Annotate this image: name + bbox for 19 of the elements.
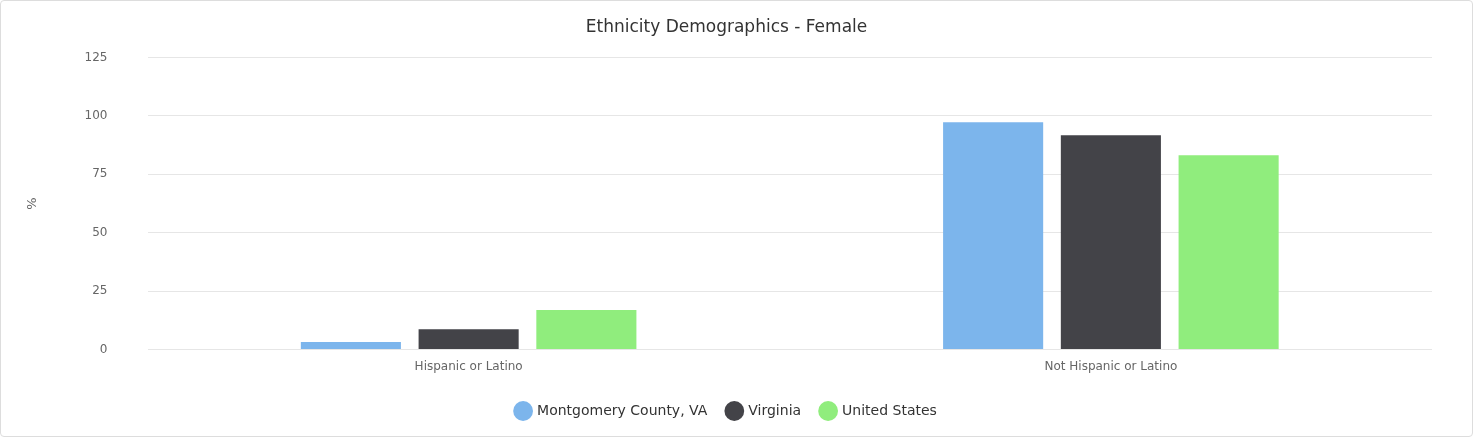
- bar: [1060, 135, 1161, 350]
- legend-label: Virginia: [748, 401, 802, 418]
- y-tick-label: 0: [99, 341, 108, 356]
- bar: [300, 342, 401, 350]
- bar: [536, 310, 637, 350]
- bar: [418, 329, 519, 350]
- x-tick-label: Not Hispanic or Latino: [1044, 358, 1178, 373]
- y-tick-label: 100: [84, 107, 108, 122]
- bar: [943, 122, 1044, 350]
- x-tick-label: Hispanic or Latino: [414, 358, 523, 373]
- y-tick-label: 25: [92, 283, 108, 298]
- y-axis-title: %: [24, 197, 40, 210]
- legend-label: United States: [842, 401, 937, 418]
- y-tick-label: 125: [84, 49, 108, 64]
- y-tick-label: 50: [92, 224, 108, 239]
- legend-label: Montgomery County, VA: [537, 401, 708, 418]
- chart-title: Ethnicity Demographics - Female: [585, 15, 868, 36]
- bar: [1178, 155, 1279, 350]
- y-tick-label: 75: [92, 166, 108, 181]
